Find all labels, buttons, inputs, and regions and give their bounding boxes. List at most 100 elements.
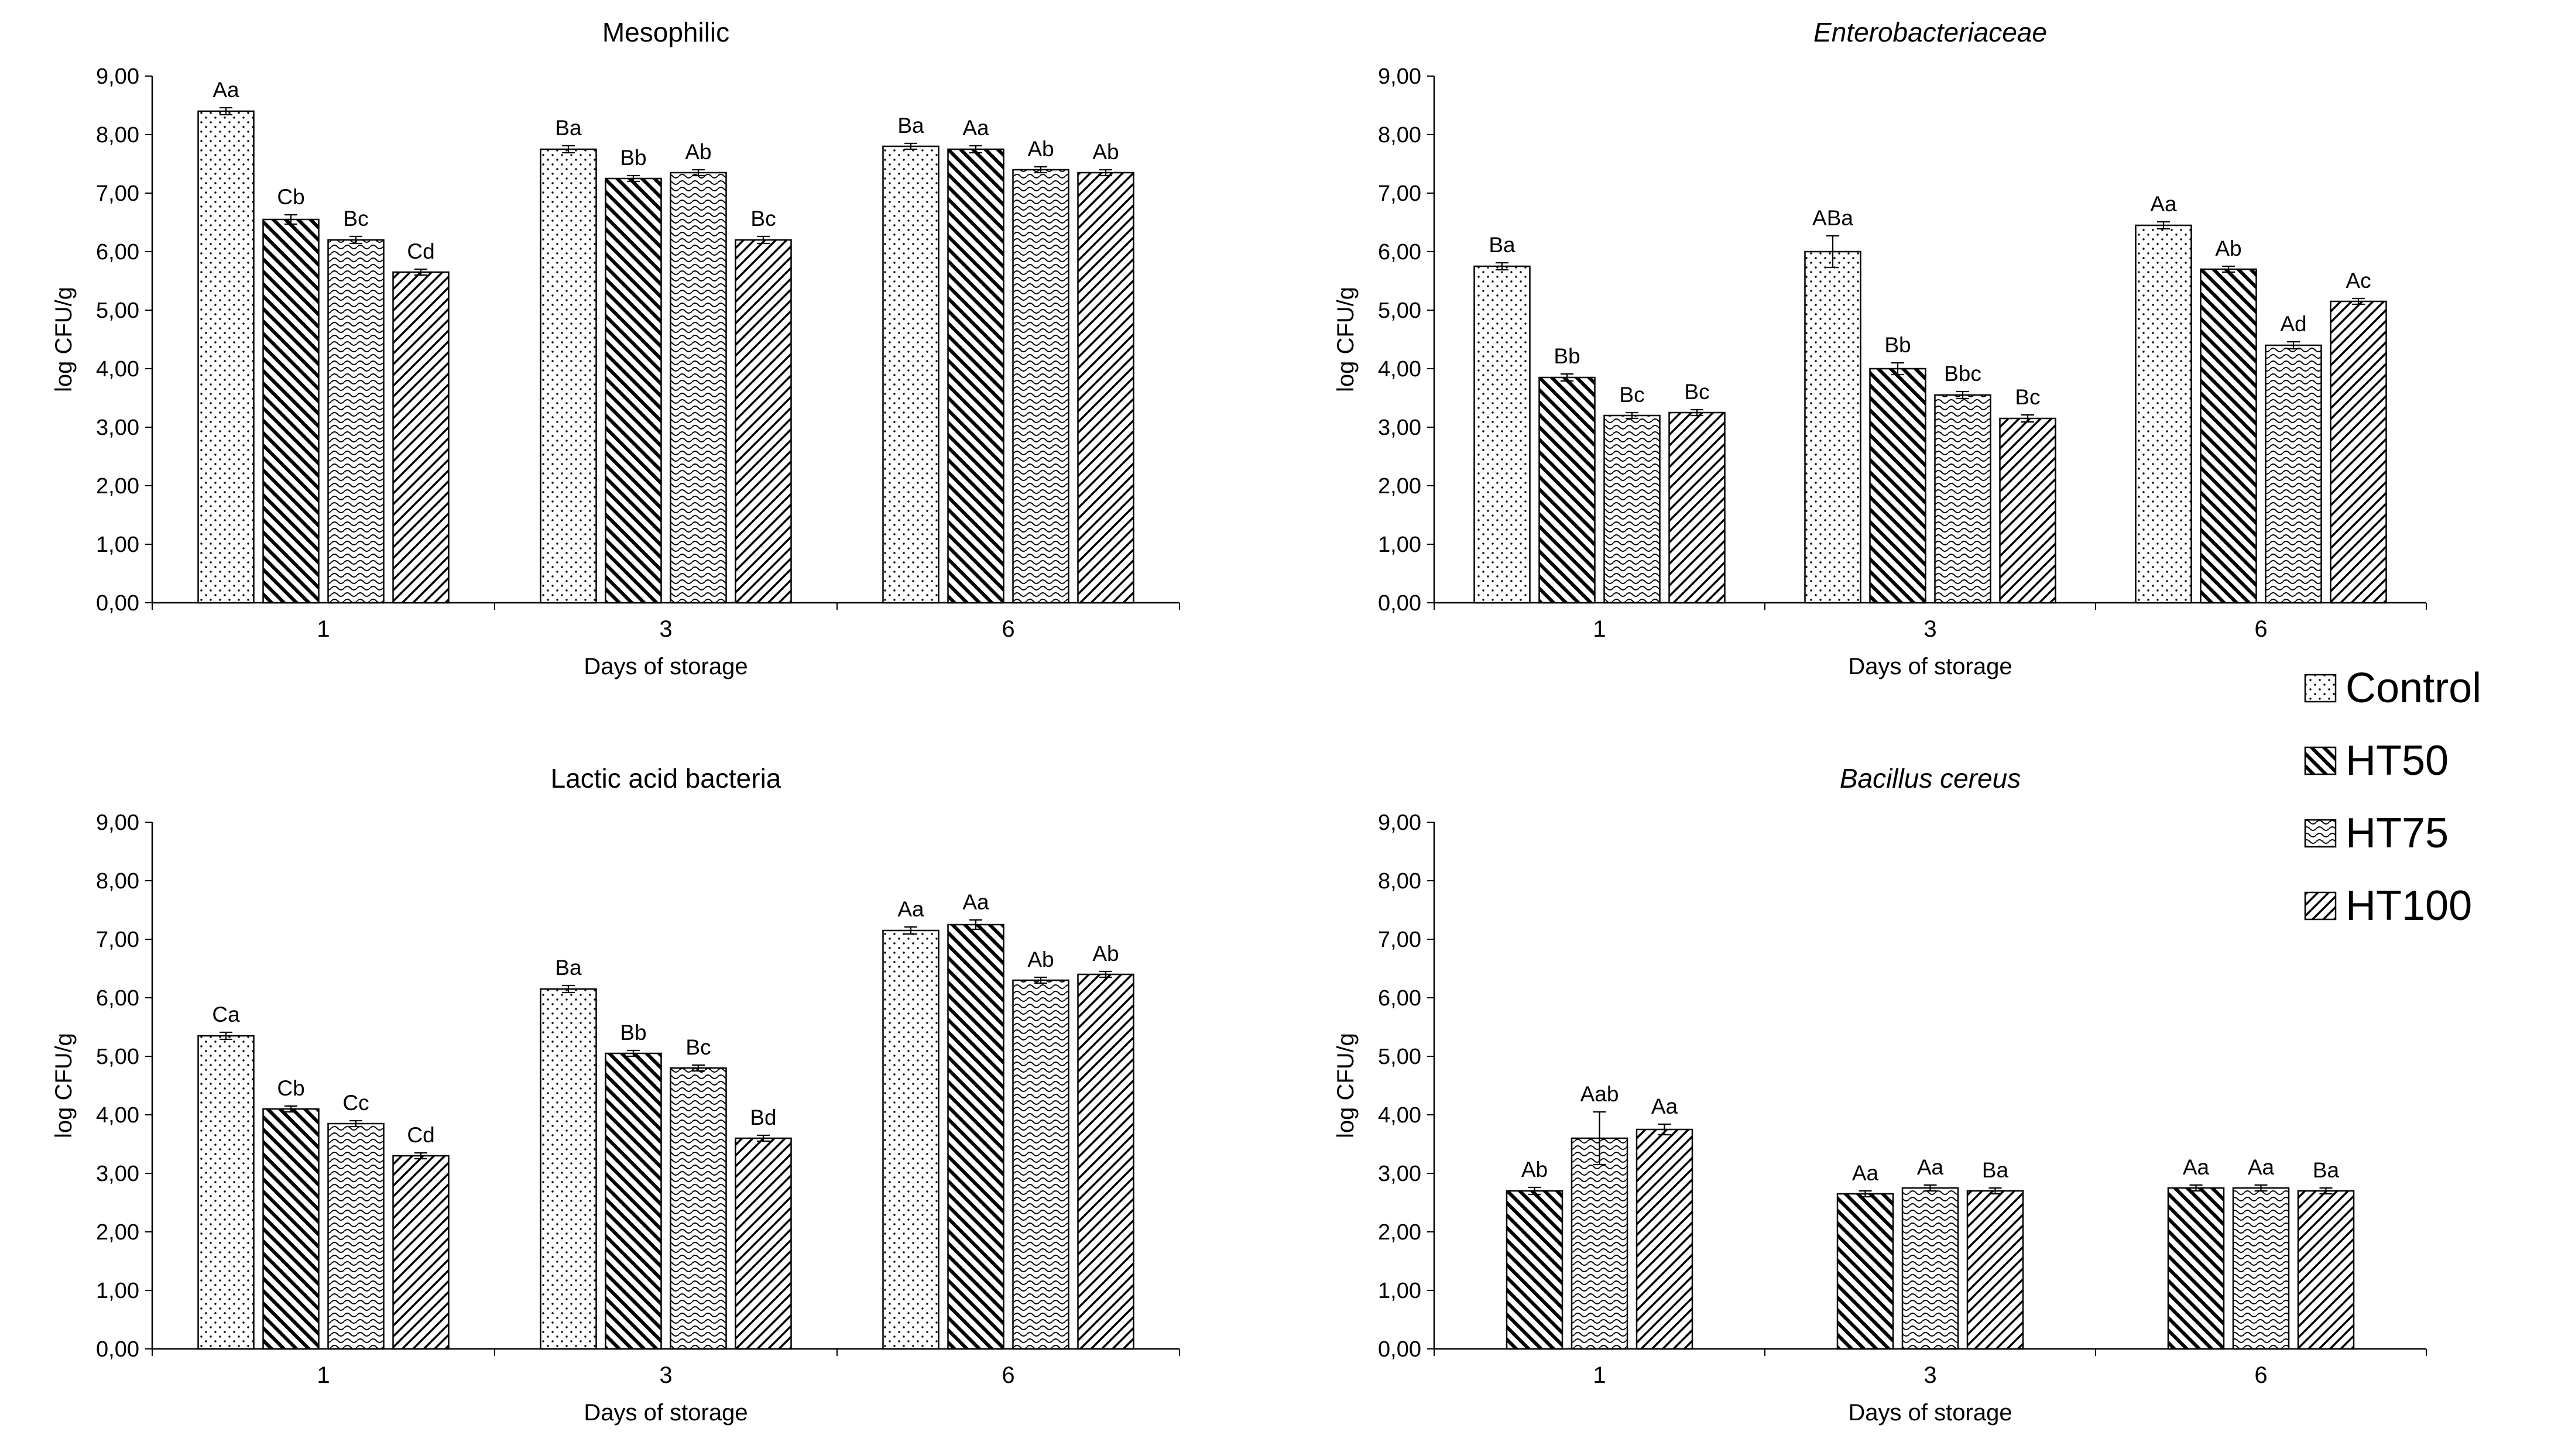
y-tick-label: 6,00	[96, 240, 139, 265]
y-tick-label: 0,00	[96, 591, 139, 616]
y-tick-label: 8,00	[1378, 869, 1421, 894]
chart-title-mesophilic: Mesophilic	[602, 17, 730, 47]
significance-label: Ac	[2346, 269, 2371, 293]
significance-label: Bc	[1684, 380, 1709, 404]
significance-label: Aa	[1651, 1094, 1678, 1118]
y-tick-label: 1,00	[1378, 1279, 1421, 1303]
significance-label: Bc	[1619, 383, 1644, 407]
bar-ht100-day1	[1635, 1128, 1693, 1350]
y-axis-label: log CFU/g	[51, 287, 77, 392]
y-tick-label: 4,00	[96, 357, 139, 382]
y-axis-label: log CFU/g	[51, 1033, 77, 1138]
y-tick-label: 0,00	[1378, 591, 1421, 616]
x-category-label: 3	[659, 616, 672, 642]
mesophilic-bar-chart: 0,00 1,00 2,00 3,00 4,00 5,00 6,00 7,00 8,00 9,00…	[51, 64, 1180, 679]
significance-label: Ab	[2215, 236, 2241, 260]
y-tick-label: 2,00	[1378, 474, 1421, 499]
x-axis-label: Days of storage	[1848, 1400, 2012, 1426]
bar-ht100-day3	[1999, 417, 2056, 604]
significance-label: Ab	[1092, 942, 1119, 966]
significance-label: Aa	[212, 78, 239, 102]
lactic-acid-bacteria-bar-chart: 0,00 1,00 2,00 3,00 4,00 5,00 6,00 7,00 8,00 9,00…	[51, 811, 1180, 1426]
x-axis-label: Days of storage	[1848, 654, 2012, 679]
bar-ht50-day6	[2200, 268, 2257, 604]
bar-ht50-day6	[2167, 1187, 2225, 1350]
bar-ht50-day1	[262, 218, 320, 604]
significance-label: Ba	[2313, 1158, 2340, 1182]
bar-ht100-day6	[2330, 300, 2387, 604]
legend-item-ht75: HT75	[2303, 809, 2481, 857]
y-tick-label: 5,00	[1378, 1045, 1421, 1069]
x-category-label: 1	[1593, 1362, 1606, 1388]
significance-label: Bb	[620, 146, 646, 170]
y-tick-label: 3,00	[96, 415, 139, 440]
x-category-label: 1	[317, 1362, 330, 1388]
bar-ht100-day6	[1077, 973, 1134, 1350]
chart-title-bacillus-cereus: Bacillus cereus	[1839, 763, 2021, 794]
y-tick-label: 0,00	[96, 1337, 139, 1362]
y-tick-label: 6,00	[96, 986, 139, 1011]
bar-ht100-day6	[1077, 171, 1134, 604]
significance-label: Ba	[1489, 233, 1515, 257]
significance-label: Cb	[277, 1076, 304, 1100]
legend-label-control: Control	[2346, 665, 2482, 712]
bar-ht50-day3	[1869, 368, 1926, 604]
bar-control-day1	[197, 110, 255, 604]
bar-ht50-day3	[605, 1052, 662, 1350]
chart-panel-mesophilic: Mesophilic 0,00 1,00 2,00 3,00 4,00 5,00 6,00 7…	[35, 15, 1206, 693]
bar-ht75-day6	[1012, 169, 1069, 604]
y-tick-label: 8,00	[1378, 123, 1421, 147]
bar-ht75-day6	[1012, 979, 1069, 1350]
significance-label: Bd	[750, 1105, 776, 1129]
significance-label: Bc	[343, 207, 368, 231]
bar-ht50-day1	[1506, 1190, 1563, 1350]
chart-panel-enterobacteriaceae: Enterobacteriaceae 0,00 1,00 2,00 3,00 4,00 5…	[1317, 15, 2453, 693]
x-category-label: 1	[317, 616, 330, 642]
y-tick-label: 4,00	[96, 1103, 139, 1128]
bacillus-cereus-bar-chart: 0,00 1,00 2,00 3,00 4,00 5,00 6,00 7,00 8,00 9,00…	[1333, 811, 2427, 1426]
bar-control-day6	[2135, 224, 2192, 604]
significance-label: Bc	[685, 1035, 711, 1059]
legend-item-control: Control	[2303, 664, 2481, 712]
ht100-pattern-swatch	[2304, 891, 2337, 921]
legend-label-ht100: HT100	[2346, 882, 2473, 929]
x-category-label: 3	[659, 1362, 672, 1388]
significance-label: Ba	[1982, 1158, 2009, 1182]
significance-label: Bc	[2015, 385, 2040, 409]
bar-ht100-day1	[392, 271, 450, 604]
y-tick-label: 3,00	[1378, 1162, 1421, 1186]
y-tick-label: 9,00	[1378, 64, 1421, 89]
y-tick-label: 5,00	[96, 298, 139, 323]
y-tick-label: 4,00	[1378, 357, 1421, 382]
bar-control-day1	[197, 1035, 255, 1350]
significance-label: Bb	[1884, 333, 1911, 357]
y-tick-label: 6,00	[1378, 986, 1421, 1011]
bar-ht50-day3	[605, 177, 662, 604]
y-tick-label: 1,00	[1378, 533, 1421, 557]
significance-label: Aa	[2183, 1155, 2210, 1179]
x-axis-label: Days of storage	[584, 1400, 748, 1426]
legend-item-ht50: HT50	[2303, 737, 2481, 785]
bar-ht75-day1	[1603, 414, 1661, 604]
significance-label: Cd	[407, 1123, 434, 1147]
bar-ht75-day1	[327, 239, 385, 604]
significance-label: Ab	[1092, 140, 1119, 164]
chart-title-lactic-acid-bacteria: Lactic acid bacteria	[550, 763, 781, 794]
legend: Control HT50 HT75 HT100	[2303, 664, 2481, 930]
significance-label: Bc	[750, 207, 776, 231]
significance-label: Aa	[2150, 192, 2177, 216]
bar-ht75-day3	[1901, 1187, 1959, 1350]
significance-label: Aa	[1917, 1155, 1944, 1179]
x-category-label: 6	[2254, 616, 2267, 642]
y-tick-label: 8,00	[96, 123, 139, 147]
significance-label: Ba	[555, 956, 582, 980]
significance-label: Ca	[212, 1002, 240, 1026]
significance-label: Ab	[1027, 137, 1054, 161]
bar-ht100-day3	[735, 239, 792, 604]
y-tick-label: 9,00	[96, 811, 139, 835]
bar-ht100-day3	[735, 1137, 792, 1350]
chart-panel-lactic-acid-bacteria: Lactic acid bacteria 0,00 1,00 2,00 3,00 4,0…	[35, 761, 1206, 1440]
y-axis-label: log CFU/g	[1333, 1033, 1359, 1138]
chart-panel-bacillus-cereus: Bacillus cereus 0,00 1,00 2,00 3,00 4,00 5,00…	[1317, 761, 2453, 1440]
